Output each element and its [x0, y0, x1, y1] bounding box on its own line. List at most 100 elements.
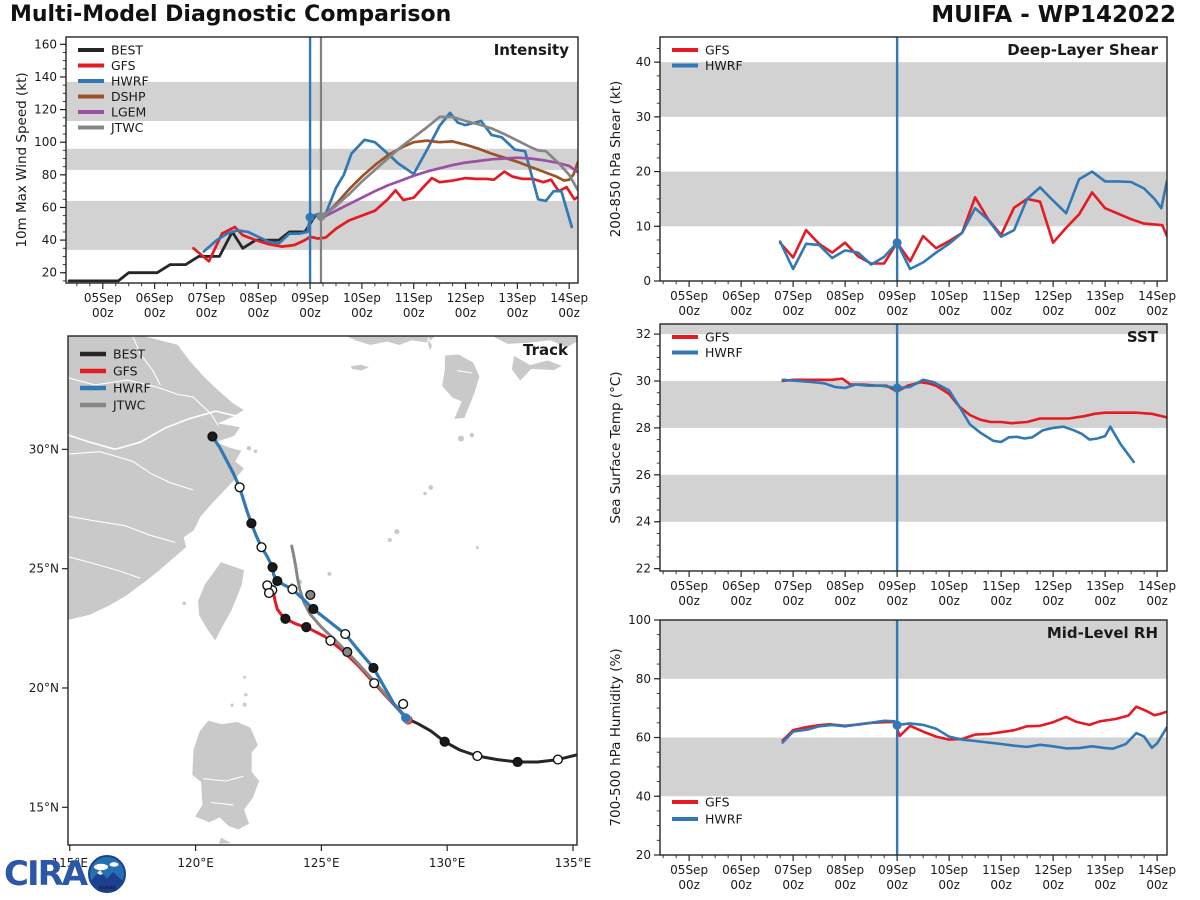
y-tick-label: 20: [636, 165, 651, 179]
shear-ylabel: 200-850 hPa Shear (kt): [608, 81, 624, 238]
intensity-series-dshp: [321, 139, 578, 219]
legend-label-jtwc: JTWC: [112, 398, 146, 413]
lon-tick-label: 130°E: [429, 856, 466, 870]
x-tick-label: 00z: [886, 878, 908, 892]
x-tick-label: 00z: [1094, 878, 1116, 892]
init-dot: [305, 212, 315, 222]
legend-label-dshp: DSHP: [111, 89, 146, 104]
y-tick-label: 30: [636, 374, 651, 388]
x-tick-label: 00z: [990, 594, 1012, 608]
shear-series-hwrf: [778, 170, 1167, 271]
x-tick-label: 00z: [1094, 594, 1116, 608]
y-tick-label: 32: [636, 327, 651, 341]
y-tick-label: 0: [643, 274, 651, 288]
x-tick-label: 00z: [782, 594, 804, 608]
admin-border: [203, 775, 244, 782]
legend-label-hwrf: HWRF: [113, 381, 151, 396]
x-tick-label: 09Sep: [878, 289, 916, 303]
rh-series-hwrf: [781, 719, 1167, 751]
track-position-marker-hwrf: [398, 698, 409, 710]
track-line-jtwc: [290, 544, 409, 720]
x-tick-label: 00z: [990, 878, 1012, 892]
x-tick-label: 00z: [92, 306, 114, 320]
track-position-marker-hwrf: [234, 482, 245, 493]
admin-border: [132, 336, 161, 386]
lat-tick-label: 15°N: [29, 800, 59, 814]
intensity-series-lgem: [321, 156, 578, 219]
land-polygon: [191, 719, 261, 831]
island: [230, 703, 234, 707]
track-position-marker-gfs: [301, 622, 312, 633]
track-position-marker-hwrf: [207, 431, 218, 442]
y-tick-label: 80: [636, 672, 651, 686]
x-tick-label: 13Sep: [1086, 863, 1124, 877]
intensity-series-hwrf: [202, 111, 574, 253]
x-tick-label: 00z: [507, 306, 529, 320]
cira-logo-text: CIRA: [4, 854, 88, 894]
category-band: [660, 324, 1167, 335]
storm-current-position-hwrf: [401, 713, 411, 723]
x-tick-label: 11Sep: [982, 579, 1020, 593]
land-polygon: [490, 336, 577, 349]
track-position-marker-hwrf: [287, 584, 298, 595]
x-tick-label: 11Sep: [395, 291, 433, 305]
shear-series-gfs: [778, 191, 1167, 265]
sst-frame: [659, 323, 1168, 572]
snowcap-icon: [97, 870, 104, 875]
rh-series-gfs: [781, 705, 1167, 742]
x-tick-label: 14Sep: [1138, 579, 1176, 593]
island: [469, 432, 475, 438]
x-tick-label: 07Sep: [187, 291, 225, 305]
x-tick-label: 11Sep: [982, 863, 1020, 877]
legend-label-hwrf: HWRF: [111, 74, 149, 89]
admin-border: [68, 556, 141, 579]
track-position-marker-gfs: [263, 587, 275, 599]
x-tick-label: 00z: [144, 306, 166, 320]
legend-label-hwrf: HWRF: [705, 58, 743, 73]
shear-panel: 05Sep00z06Sep00z07Sep00z08Sep00z09Sep00z…: [608, 36, 1176, 318]
rh-ylabel: 700-500 hPa Humidity (%): [608, 648, 624, 826]
legend-label-gfs: GFS: [113, 364, 138, 379]
track-position-marker-best: [472, 750, 483, 762]
rammb-logo-badge: RAMMB: [88, 855, 127, 893]
y-tick-label: 60: [636, 731, 651, 745]
page-title: Multi-Model Diagnostic Comparison: [10, 2, 452, 27]
x-tick-label: 00z: [247, 306, 269, 320]
category-band: [660, 474, 1167, 522]
category-band: [660, 171, 1167, 227]
x-tick-label: 00z: [938, 878, 960, 892]
land-polygon: [441, 353, 481, 421]
legend-label-hwrf: HWRF: [705, 812, 743, 827]
x-tick-label: 00z: [782, 304, 804, 318]
x-tick-label: 14Sep: [1138, 863, 1176, 877]
legend-label-best: BEST: [111, 43, 143, 58]
track-position-marker-jtwc: [305, 589, 316, 601]
x-tick-label: 12Sep: [447, 291, 485, 305]
intensity-panel: 05Sep00z06Sep00z07Sep00z08Sep00z09Sep00z…: [14, 36, 588, 320]
y-tick-label: 160: [34, 37, 57, 51]
x-tick-label: 00z: [886, 594, 908, 608]
x-tick-label: 00z: [834, 594, 856, 608]
legend-label-gfs: GFS: [705, 43, 730, 58]
y-tick-label: 120: [34, 103, 57, 117]
track-position-marker-best: [552, 754, 563, 765]
sst-panel: 05Sep00z06Sep00z07Sep00z08Sep00z09Sep00z…: [608, 323, 1176, 608]
rh-panel: 05Sep00z06Sep00z07Sep00z08Sep00z09Sep00z…: [608, 613, 1176, 892]
island: [458, 435, 465, 442]
init-dot: [316, 211, 326, 221]
x-tick-label: 07Sep: [774, 289, 812, 303]
y-tick-label: 30: [636, 110, 651, 124]
land-polygon: [217, 836, 236, 845]
land-polygon: [349, 363, 372, 372]
x-tick-label: 00z: [730, 878, 752, 892]
x-tick-label: 00z: [1146, 594, 1168, 608]
track-position-marker-hwrf: [340, 628, 351, 640]
x-tick-label: 05Sep: [84, 291, 122, 305]
x-tick-label: 00z: [1042, 304, 1064, 318]
x-tick-label: 09Sep: [878, 863, 916, 877]
y-tick-label: 60: [42, 200, 57, 214]
y-tick-label: 40: [636, 55, 651, 69]
intensity-series-gfs: [192, 170, 578, 263]
init-dot: [892, 238, 902, 248]
